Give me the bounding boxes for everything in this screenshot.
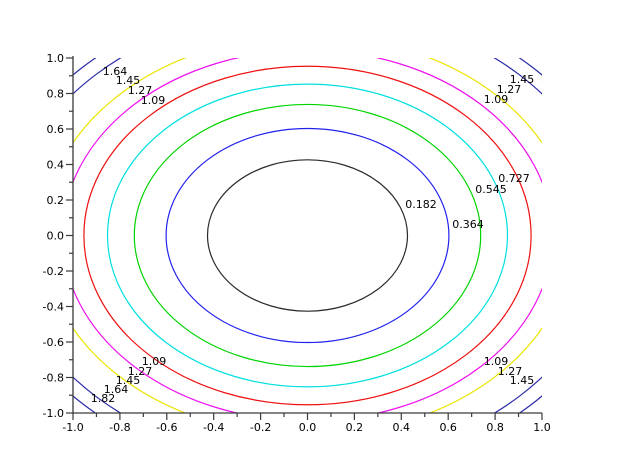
contour-label: 1.27 [498, 365, 523, 378]
contour-label: 1.64 [103, 65, 128, 78]
contour-label: 1.27 [128, 365, 153, 378]
contour-label: 0.545 [475, 183, 507, 196]
x-tick-label: -0.4 [203, 421, 224, 434]
ticks [66, 57, 543, 420]
x-tick-label: 0.0 [299, 421, 317, 434]
contour-label: 1.45 [510, 73, 535, 86]
tick-labels: -1.0 -0.8 -0.6 -0.4 -0.2 0.0 0.2 0.4 0.6 0.8 1.0 -1… [43, 52, 551, 434]
contour-label: 0.727 [498, 172, 530, 185]
x-tick-label: -0.8 [109, 421, 130, 434]
contour-label: 0.364 [452, 218, 484, 231]
contour-label: 1.27 [128, 84, 153, 97]
contour-label: 1.09 [142, 355, 167, 368]
x-tick-label: -1.0 [62, 421, 83, 434]
contour-line-0.364 [165, 127, 450, 344]
contour-label: 1.64 [104, 383, 129, 396]
y-tick-label: 0.4 [47, 159, 65, 172]
y-tick-label: 1.0 [47, 52, 65, 65]
contour-label: 1.45 [116, 74, 141, 87]
x-tick-label: -0.2 [250, 421, 271, 434]
x-tick-label: 0.2 [346, 421, 364, 434]
contour-label: 1.09 [484, 355, 509, 368]
contour-line-0.545 [133, 103, 482, 368]
y-tick-label: -0.8 [43, 372, 64, 385]
y-tick-label: -0.6 [43, 336, 64, 349]
contour-label: 1.45 [510, 374, 535, 387]
y-tick-label: 0.8 [47, 88, 65, 101]
contour-line-0.727 [106, 83, 509, 388]
contour-label: 1.45 [116, 374, 141, 387]
x-tick-label: 0.4 [393, 421, 411, 434]
x-tick-label: 1.0 [533, 421, 551, 434]
x-tick-label: 0.6 [439, 421, 457, 434]
y-tick-label: -0.2 [43, 265, 64, 278]
x-tick-label: 0.8 [486, 421, 504, 434]
x-tick-label: -0.6 [156, 421, 177, 434]
contour-label: 1.82 [91, 392, 116, 405]
y-tick-label: 0.6 [47, 123, 65, 136]
y-tick-label: -1.0 [43, 407, 64, 420]
contour-line-0.182 [206, 159, 409, 312]
y-tick-label: -0.4 [43, 301, 64, 314]
y-tick-label: 0.2 [47, 194, 65, 207]
contour-label: 1.09 [141, 94, 166, 107]
contour-label: 1.09 [484, 93, 509, 106]
contour-line-0.909 [83, 65, 532, 406]
contour-label: 1.27 [497, 83, 522, 96]
y-tick-label: 0.0 [47, 230, 65, 243]
contour-label: 0.182 [405, 198, 437, 211]
